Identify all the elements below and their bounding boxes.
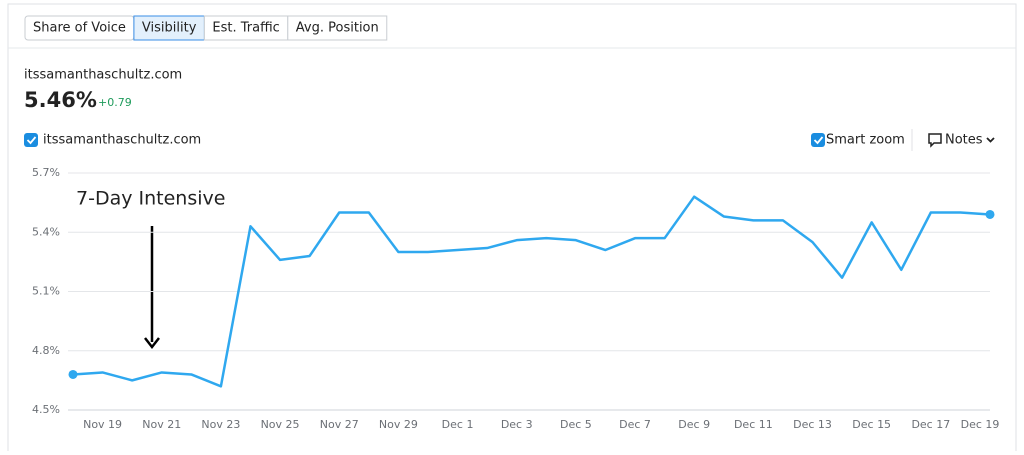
y-tick-label: 4.5% bbox=[32, 403, 60, 416]
domain: itssamanthaschultz.com bbox=[24, 68, 182, 83]
x-tick-label: Dec 3 bbox=[501, 418, 533, 431]
x-tick-label: Dec 9 bbox=[678, 418, 710, 431]
end-point bbox=[985, 209, 995, 219]
smart-zoom-label[interactable]: Smart zoom bbox=[826, 133, 905, 148]
y-tick-label: 5.4% bbox=[32, 225, 60, 238]
x-tick-label: Nov 21 bbox=[142, 418, 181, 431]
tab-label[interactable]: Avg. Position bbox=[296, 21, 379, 36]
plot: 4.5% 4.8% 5.1% 5.4% 5.7% Nov 19 Nov 21 Nov 23 No… bbox=[32, 166, 999, 431]
end-point bbox=[68, 369, 78, 379]
tab-label[interactable]: Est. Traffic bbox=[212, 21, 279, 36]
legend-label[interactable]: itssamanthaschultz.com bbox=[43, 133, 201, 148]
tab[interactable] bbox=[203, 15, 289, 41]
y-tick-label: 5.7% bbox=[32, 166, 60, 179]
metric-value: 5.46% bbox=[24, 88, 97, 112]
tab[interactable] bbox=[287, 15, 388, 41]
arrow-head bbox=[144, 337, 160, 350]
x-tick-label: Dec 17 bbox=[911, 418, 950, 431]
chevron[interactable] bbox=[986, 137, 995, 143]
x-tick-label: Nov 29 bbox=[379, 418, 418, 431]
check-icon bbox=[26, 136, 37, 145]
tab-label[interactable]: Visibility bbox=[142, 21, 197, 36]
y-tick-label: 5.1% bbox=[32, 285, 60, 298]
smart-zoom-checkbox[interactable] bbox=[811, 133, 825, 147]
x-tick-label: Nov 23 bbox=[201, 418, 240, 431]
card bbox=[7, 3, 1017, 455]
y-tick-label: 4.8% bbox=[32, 344, 60, 357]
x-tick-label: Dec 1 bbox=[442, 418, 474, 431]
tab[interactable] bbox=[133, 15, 205, 41]
x-tick-label: Dec 13 bbox=[793, 418, 832, 431]
x-tick-label: Dec 5 bbox=[560, 418, 592, 431]
x-tick-label: Dec 7 bbox=[619, 418, 651, 431]
x-tick-label: Nov 25 bbox=[261, 418, 300, 431]
x-tick-label: Nov 19 bbox=[83, 418, 122, 431]
checkbox[interactable] bbox=[24, 133, 38, 147]
x-tick-label: Nov 27 bbox=[320, 418, 359, 431]
notes-button[interactable]: Notes bbox=[945, 133, 983, 148]
series-line bbox=[72, 195, 991, 388]
annotation: 7-Day Intensive bbox=[76, 188, 225, 210]
metric-change: +0.79 bbox=[98, 96, 132, 109]
x-tick-label: Dec 11 bbox=[734, 418, 773, 431]
tabs: Share of Voice Visibility Est. Traffic Avg.… bbox=[24, 15, 388, 41]
x-tick-label: Dec 15 bbox=[852, 418, 891, 431]
notes-icon[interactable] bbox=[928, 133, 942, 148]
tab-label[interactable]: Share of Voice bbox=[33, 21, 126, 36]
check-icon bbox=[813, 136, 824, 145]
x-tick-label: Dec 19 bbox=[961, 418, 1000, 431]
